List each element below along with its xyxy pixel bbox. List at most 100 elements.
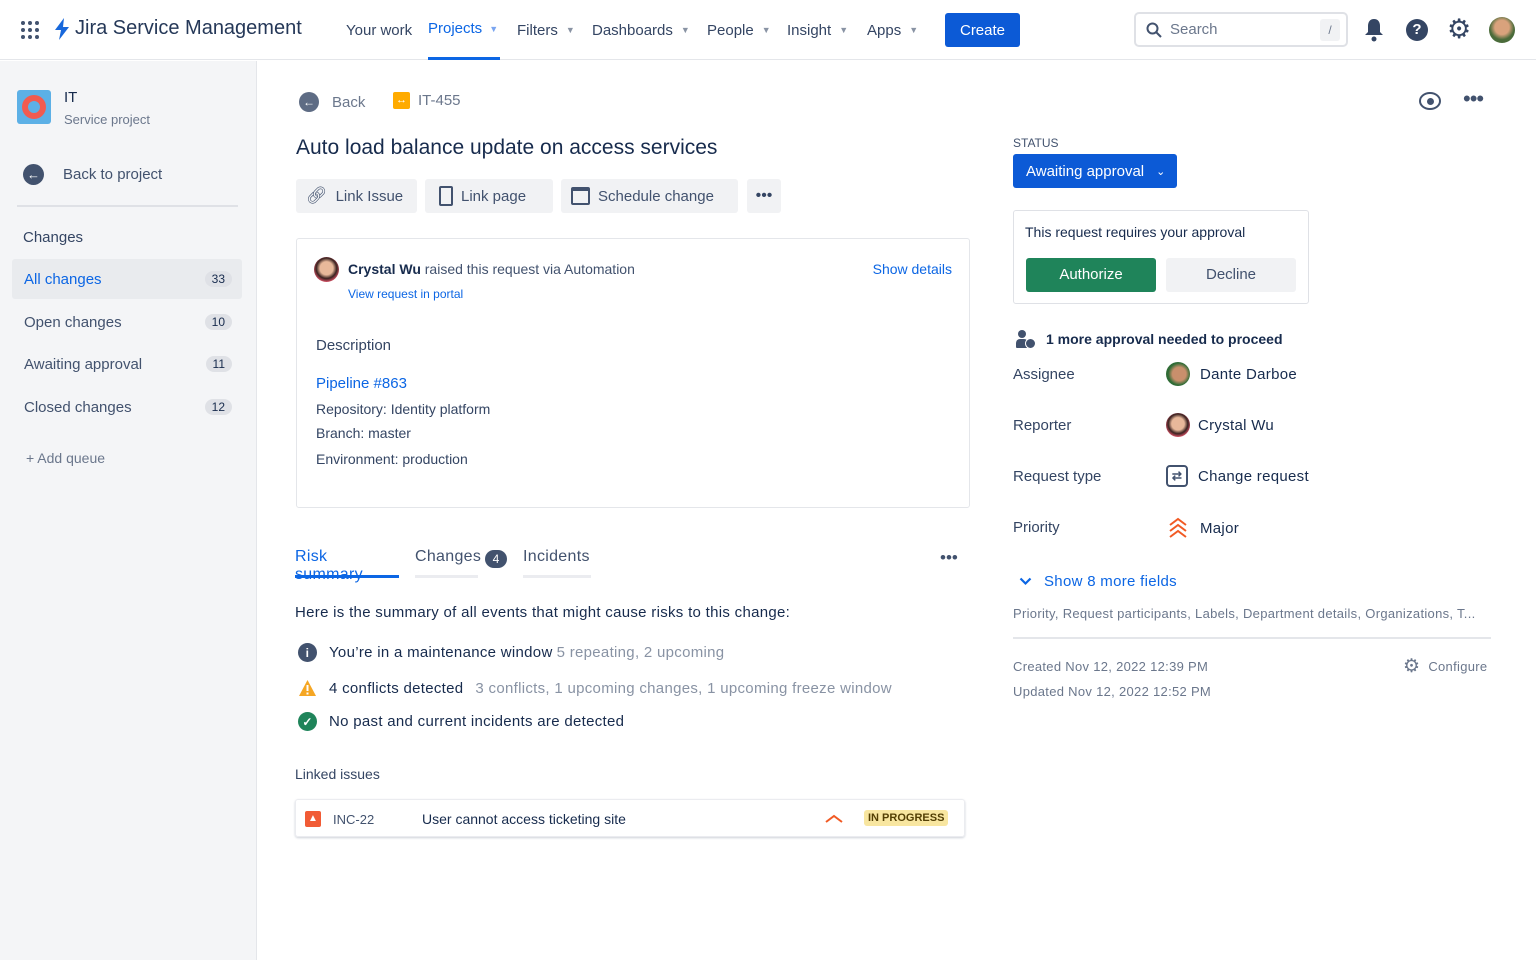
change-type-icon: ↔ — [393, 92, 410, 109]
nav-dashboards[interactable]: Dashboards ▼ — [592, 0, 690, 60]
app-switcher-icon[interactable] — [21, 21, 39, 39]
sidebar-item-closed-changes[interactable]: Closed changes 12 — [12, 387, 242, 427]
approval-box: This request requires your approval Auth… — [1013, 210, 1309, 304]
linked-issue-row[interactable]: ▲ INC-22 User cannot access ticketing si… — [295, 799, 965, 837]
nav-label: Insight — [787, 21, 832, 39]
create-button[interactable]: Create — [945, 13, 1020, 47]
more-actions-button[interactable]: ••• — [747, 179, 781, 213]
tab-label: Incidents — [523, 548, 590, 565]
issue-key: IT-455 — [418, 92, 461, 109]
status-value: Awaiting approval — [1026, 162, 1145, 180]
nav-label: Apps — [867, 21, 902, 39]
app-title[interactable]: Jira Service Management — [75, 17, 302, 39]
risk-text: No past and current incidents are detect… — [329, 713, 625, 730]
nav-label: Filters — [517, 21, 558, 39]
authorize-button[interactable]: Authorize — [1026, 258, 1156, 292]
issue-key-link[interactable]: ↔ IT-455 — [393, 92, 461, 109]
more-fields-list: Priority, Request participants, Labels, … — [1013, 606, 1476, 621]
nav-insight[interactable]: Insight ▼ — [787, 0, 848, 60]
schedule-change-button[interactable]: Schedule change — [561, 179, 738, 213]
nav-label: Dashboards — [592, 21, 673, 39]
raised-text: raised this request via Automation — [424, 261, 635, 277]
sidebar-item-open-changes[interactable]: Open changes 10 — [12, 302, 242, 342]
request-card: Crystal Wu raised this request via Autom… — [296, 238, 970, 508]
show-more-fields-button[interactable]: Show 8 more fields — [1019, 573, 1177, 590]
chevron-down-icon — [1019, 577, 1032, 586]
tab-incidents[interactable]: Incidents — [523, 548, 591, 578]
linked-issue-summary: User cannot access ticketing site — [422, 811, 626, 827]
count-badge: 33 — [204, 271, 232, 287]
settings-gear-icon[interactable]: ⚙ — [1447, 14, 1472, 44]
view-portal-link[interactable]: View request in portal — [348, 287, 464, 301]
link-page-button[interactable]: Link page — [425, 179, 553, 213]
risk-text: You’re in a maintenance window — [329, 644, 553, 661]
decline-button[interactable]: Decline — [1166, 258, 1296, 292]
button-label: Link Issue — [335, 187, 404, 205]
tab-changes[interactable]: Changes — [415, 548, 481, 578]
priority-field[interactable]: Major — [1166, 517, 1239, 539]
sidebar-item-awaiting-approval[interactable]: Awaiting approval 11 — [12, 344, 242, 384]
status-dropdown[interactable]: Awaiting approval ⌄ — [1013, 154, 1177, 188]
status-label: STATUS — [1013, 136, 1059, 150]
search-icon — [1146, 22, 1162, 38]
risk-item: i You’re in a maintenance window 5 repeati… — [298, 643, 724, 662]
branch-text: Branch: master — [316, 425, 411, 441]
tab-risk-summary[interactable]: Risk summary — [295, 548, 399, 583]
count-badge: 10 — [204, 314, 232, 330]
pipeline-link[interactable]: Pipeline #863 — [316, 375, 407, 392]
linked-issue-key[interactable]: INC-22 — [333, 812, 375, 827]
user-avatar[interactable] — [1489, 17, 1515, 43]
arrow-left-icon: ← — [299, 92, 319, 112]
tab-more-icon[interactable]: ••• — [940, 548, 958, 567]
check-circle-icon: ✓ — [298, 712, 317, 731]
show-details-link[interactable]: Show details — [872, 261, 952, 277]
more-actions-icon[interactable]: ••• — [1463, 86, 1484, 111]
help-icon[interactable]: ? — [1406, 19, 1428, 41]
nav-label: Your work — [346, 21, 413, 39]
back-to-project-label: Back to project — [63, 166, 163, 183]
watch-eye-icon[interactable] — [1419, 92, 1441, 110]
approval-text: This request requires your approval — [1025, 224, 1246, 240]
assignee-field[interactable]: Dante Darboe — [1166, 362, 1297, 386]
chevron-down-icon: ▼ — [761, 25, 771, 35]
arrow-left-icon: ← — [23, 164, 44, 185]
updated-date: Updated Nov 12, 2022 12:52 PM — [1013, 684, 1212, 699]
request-type-value: Change request — [1198, 467, 1309, 485]
request-type-label: Request type — [1013, 468, 1102, 485]
back-button[interactable]: ← Back — [299, 92, 365, 112]
add-queue-button[interactable]: + Add queue — [26, 450, 106, 466]
nav-your-work[interactable]: Your work — [346, 0, 412, 60]
approvers-icon — [1016, 330, 1036, 350]
notifications-bell-icon[interactable] — [1364, 18, 1384, 42]
nav-filters[interactable]: Filters ▼ — [517, 0, 575, 60]
reporter-field[interactable]: Crystal Wu — [1166, 413, 1274, 437]
sidebar-item-label: Open changes — [24, 313, 122, 331]
back-to-project[interactable]: ← Back to project — [23, 164, 162, 185]
search-input[interactable]: Search / — [1134, 12, 1348, 47]
project-name[interactable]: IT — [64, 89, 78, 106]
link-issue-button[interactable]: 🔗︎ Link Issue — [296, 179, 417, 213]
tab-label: Risk summary — [295, 548, 363, 583]
divider — [17, 205, 238, 207]
nav-projects[interactable]: Projects ▼ — [428, 0, 501, 60]
request-type-field[interactable]: ⇄ Change request — [1166, 465, 1309, 487]
linked-issues-heading: Linked issues — [295, 766, 380, 782]
priority-label: Priority — [1013, 519, 1060, 536]
environment-text: Environment: production — [316, 451, 468, 467]
raised-by-name[interactable]: Crystal Wu — [348, 261, 421, 277]
sidebar-item-label: Awaiting approval — [24, 355, 143, 373]
nav-people[interactable]: People ▼ — [707, 0, 771, 60]
incident-icon: ▲ — [305, 811, 321, 827]
issue-title[interactable]: Auto load balance update on access servi… — [296, 136, 718, 159]
project-lifebuoy-icon — [17, 90, 51, 124]
reporter-value: Crystal Wu — [1198, 416, 1275, 434]
configure-button[interactable]: ⚙ Configure — [1403, 655, 1487, 678]
nav-label: Projects — [428, 20, 483, 37]
divider — [1013, 637, 1491, 639]
nav-apps[interactable]: Apps ▼ — [867, 0, 918, 60]
project-type: Service project — [64, 112, 150, 127]
assignee-label: Assignee — [1013, 366, 1075, 383]
page-icon — [439, 186, 453, 206]
risk-subtext: 5 repeating, 2 upcoming — [556, 644, 725, 661]
sidebar-item-all-changes[interactable]: All changes 33 — [12, 259, 242, 299]
